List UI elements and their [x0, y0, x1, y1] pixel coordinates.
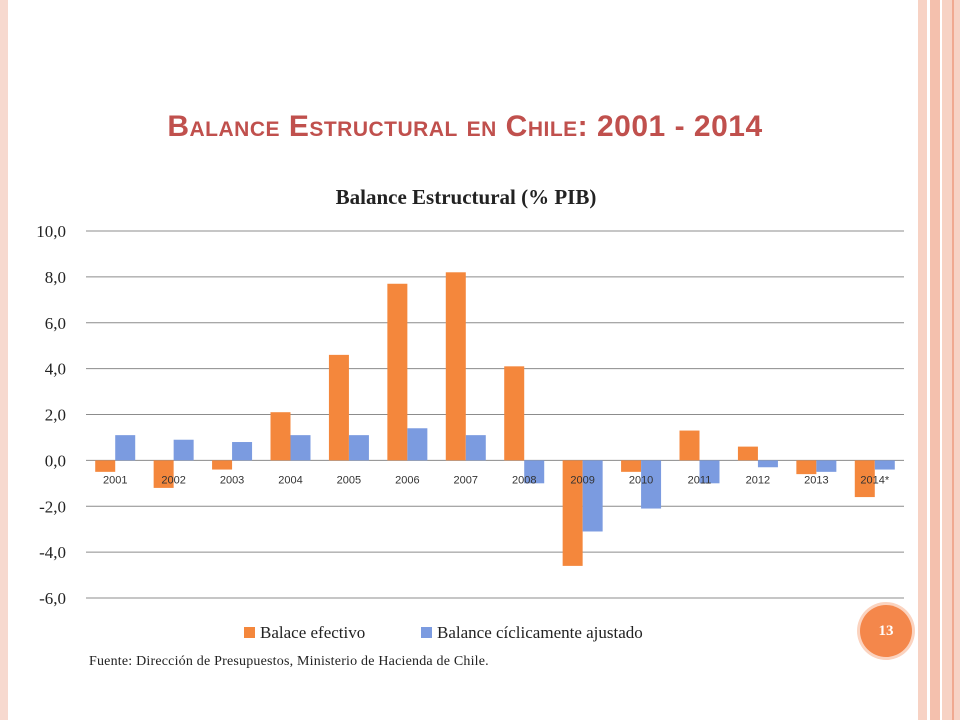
x-tick-label: 2005: [337, 474, 361, 486]
bar-balace-efectivo: [328, 354, 349, 461]
y-tick-label: 8,0: [45, 268, 66, 287]
x-tick-label: 2010: [629, 474, 653, 486]
bar-balance-ciclicamente-ajustado: [641, 460, 662, 509]
bar-balance-ciclicamente-ajustado: [290, 435, 311, 461]
bar-balace-efectivo: [562, 460, 583, 566]
bar-balace-efectivo: [387, 283, 408, 461]
bar-balace-efectivo: [212, 460, 233, 470]
bar-balace-efectivo: [270, 412, 291, 461]
x-axis-ticks: 2001 2002 2003 2004 2005 2006 2007 2008 2009 2010…: [103, 474, 890, 486]
bar-balace-efectivo: [153, 460, 174, 488]
x-tick-label: 2001: [103, 474, 127, 486]
right-border-decoration: [942, 0, 960, 720]
legend-swatch-balance-ciclicamente-ajustado: [421, 627, 432, 638]
legend-label-balace-efectivo: Balace efectivo: [260, 623, 365, 642]
legend-swatch-balace-efectivo: [244, 627, 255, 638]
chart-bars: [95, 272, 895, 566]
y-tick-label: -2,0: [39, 497, 66, 516]
bar-balance-ciclicamente-ajustado: [232, 442, 253, 461]
y-tick-label: 4,0: [45, 360, 66, 379]
bar-balance-ciclicamente-ajustado: [582, 460, 603, 532]
x-tick-label: 2002: [161, 474, 185, 486]
bar-balance-ciclicamente-ajustado: [115, 435, 136, 461]
right-border-decoration: [930, 0, 940, 720]
x-tick-label: 2003: [220, 474, 244, 486]
x-tick-label: 2007: [454, 474, 478, 486]
bar-balace-efectivo: [95, 460, 116, 472]
x-tick-label: 2009: [570, 474, 594, 486]
x-tick-label: 2014*: [860, 474, 889, 486]
x-tick-label: 2013: [804, 474, 828, 486]
chart-title: Balance Estructural (% PIB): [336, 185, 597, 209]
y-tick-label: 2,0: [45, 406, 66, 425]
bar-balance-ciclicamente-ajustado: [348, 435, 369, 461]
y-tick-label: 6,0: [45, 314, 66, 333]
x-tick-label: 2011: [688, 474, 712, 486]
y-tick-label: 0,0: [45, 451, 66, 470]
bar-balance-ciclicamente-ajustado: [407, 428, 428, 461]
x-tick-label: 2006: [395, 474, 419, 486]
chart-grid: [86, 230, 904, 599]
bar-balace-efectivo: [854, 460, 875, 498]
bar-balance-ciclicamente-ajustado: [757, 460, 778, 468]
bar-balace-efectivo: [445, 272, 466, 461]
page-number-badge: 13: [860, 605, 912, 657]
slide-title: Balance Estructural en Chile: 2001 - 201…: [167, 110, 763, 143]
x-tick-label: 2004: [278, 474, 302, 486]
bar-balace-efectivo: [679, 430, 700, 461]
right-border-line: [952, 0, 954, 720]
bar-balace-efectivo: [737, 446, 758, 461]
bar-balace-efectivo: [796, 460, 817, 475]
bar-balance-ciclicamente-ajustado: [816, 460, 837, 472]
y-tick-label: -6,0: [39, 589, 66, 608]
bar-balace-efectivo: [621, 460, 642, 472]
legend-label-balance-ciclicamente-ajustado: Balance cíclicamente ajustado: [437, 623, 643, 642]
right-border-decoration: [918, 0, 927, 720]
bar-balance-ciclicamente-ajustado: [524, 460, 545, 484]
y-tick-label: 10,0: [36, 222, 66, 241]
bar-balance-ciclicamente-ajustado: [173, 439, 194, 461]
bar-balace-efectivo: [504, 366, 525, 461]
bar-balance-ciclicamente-ajustado: [874, 460, 895, 470]
chart-legend: Balace efectivo Balance cíclicamente ajus…: [244, 623, 643, 642]
left-border-decoration: [0, 0, 8, 720]
x-tick-label: 2008: [512, 474, 536, 486]
y-tick-label: -4,0: [39, 543, 66, 562]
bar-balance-ciclicamente-ajustado: [465, 435, 486, 461]
bar-balance-ciclicamente-ajustado: [699, 460, 720, 484]
y-axis-ticks: 10,0 8,0 6,0 4,0 2,0 0,0 -2,0 -4,0 -6,0: [36, 222, 66, 608]
x-tick-label: 2012: [746, 474, 770, 486]
source-note: Fuente: Dirección de Presupuestos, Minis…: [89, 654, 489, 669]
